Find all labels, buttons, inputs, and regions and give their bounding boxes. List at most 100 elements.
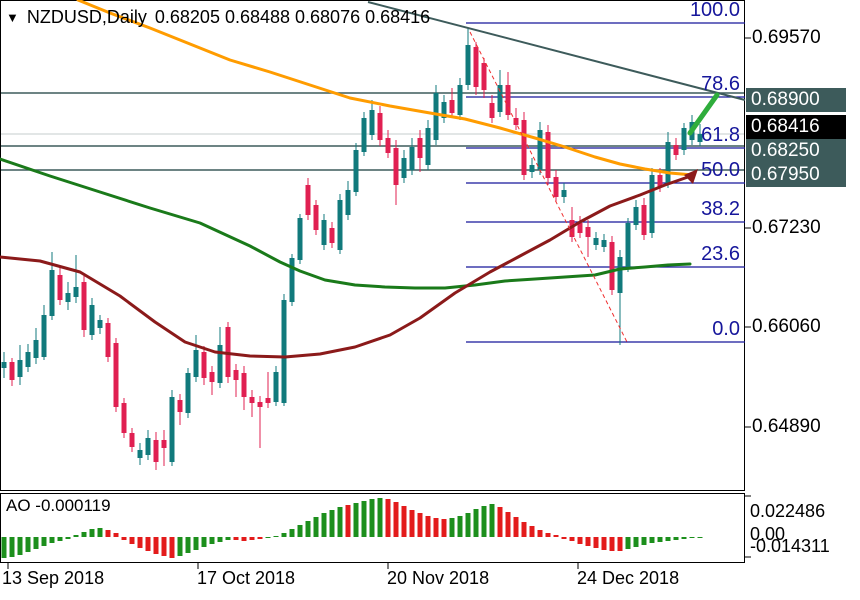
fib-dashed-connector [469, 31, 629, 345]
candle-body [409, 147, 415, 170]
candle-body [289, 258, 295, 302]
candle-body [649, 175, 655, 233]
ao-bar [145, 537, 151, 551]
candle-body [313, 205, 319, 230]
ao-bar [321, 513, 327, 537]
fib-label-50.0: 50.0 [701, 159, 740, 181]
ao-bar [297, 525, 303, 537]
ao-bar [9, 537, 15, 557]
ao-bar [17, 537, 23, 555]
ao-bar [273, 536, 279, 537]
candle-body [17, 360, 23, 377]
ao-bar [89, 529, 95, 537]
ao-bar [401, 506, 407, 537]
candle-body [593, 238, 599, 245]
ao-bar [1, 537, 7, 558]
ao-bar [289, 529, 295, 537]
candle-body [673, 145, 679, 155]
candle-body [393, 148, 399, 185]
descending-trendline [367, 1, 746, 101]
candle-body [121, 403, 127, 433]
ao-bar [113, 533, 119, 537]
ao-bar [185, 537, 191, 553]
ao-bar [489, 504, 495, 537]
candle-body [697, 134, 703, 142]
candle-body [145, 438, 151, 455]
candle-body [73, 287, 79, 297]
ao-bar [313, 517, 319, 537]
candle-body [513, 118, 519, 125]
candle-body [633, 207, 639, 225]
candle-body [457, 85, 463, 115]
ao-bar [249, 537, 255, 540]
ao-bar [497, 507, 503, 537]
candle-body [441, 102, 447, 118]
ao-bar [425, 516, 431, 537]
date-label: 24 Dec 2018 [577, 568, 680, 588]
ao-bar [537, 530, 543, 537]
ao-axis-label: -0.014311 [750, 536, 830, 556]
ao-bar [697, 537, 703, 538]
ao-bar [673, 537, 679, 540]
ao-bar [649, 537, 655, 543]
ao-bar [25, 537, 31, 552]
ao-bar [65, 537, 71, 539]
ao-bar [465, 513, 471, 537]
candle-body [641, 205, 647, 235]
candle-body [49, 270, 55, 316]
candle-body [1, 362, 7, 368]
fib-label-23.6: 23.6 [701, 243, 740, 265]
candle-body [169, 397, 175, 462]
candle-body [449, 100, 455, 113]
candle-body [601, 240, 607, 247]
symbol-dropdown-icon[interactable]: ▼ [6, 9, 19, 25]
fib-label-38.2: 38.2 [701, 198, 740, 220]
ao-bar [209, 537, 215, 544]
ao-bar [641, 537, 647, 545]
candle-body [305, 185, 311, 215]
fib-label-61.8: 61.8 [701, 124, 740, 146]
candle-body [265, 398, 271, 403]
candle-body [161, 440, 167, 448]
ao-bar [689, 537, 695, 538]
candle-body [425, 128, 431, 165]
ao-bar [169, 537, 175, 558]
ao-bar [417, 513, 423, 537]
ao-bar [505, 512, 511, 537]
candle-body [89, 305, 95, 335]
candle-body [353, 150, 359, 192]
price-axis-label: 0.64890 [752, 416, 821, 437]
candle-body [625, 223, 631, 267]
ao-bar [449, 518, 455, 537]
symbol-title: NZDUSD,Daily [26, 7, 147, 27]
ao-axis-label: 0.022486 [750, 501, 826, 521]
ao-bar [105, 530, 111, 537]
ao-bar [513, 517, 519, 537]
fib-label-100.0: 100.0 [689, 0, 740, 21]
candle-body [25, 352, 31, 367]
candle-body [257, 402, 263, 407]
candle-body [401, 158, 407, 178]
candle-body [41, 315, 47, 357]
ao-bar [393, 502, 399, 537]
ao-bar [665, 537, 671, 541]
ao-bar [353, 503, 359, 537]
price-axis-label: 0.67230 [752, 217, 821, 238]
ao-bar [569, 537, 575, 541]
candle-body [177, 400, 183, 412]
candle-body [665, 142, 671, 183]
date-label: 20 Nov 2018 [387, 568, 490, 588]
ao-bar [617, 537, 623, 551]
candle-body [345, 190, 351, 215]
candle-body [193, 350, 199, 377]
candle-body [529, 165, 535, 172]
candle-body [505, 85, 511, 115]
candle-body [57, 275, 63, 300]
ao-bar [585, 537, 591, 546]
ao-bar [305, 521, 311, 537]
current-price-badge: 0.68416 [746, 115, 846, 139]
level-price-badge: 0.68250 [746, 139, 846, 163]
candle-body [185, 373, 191, 413]
